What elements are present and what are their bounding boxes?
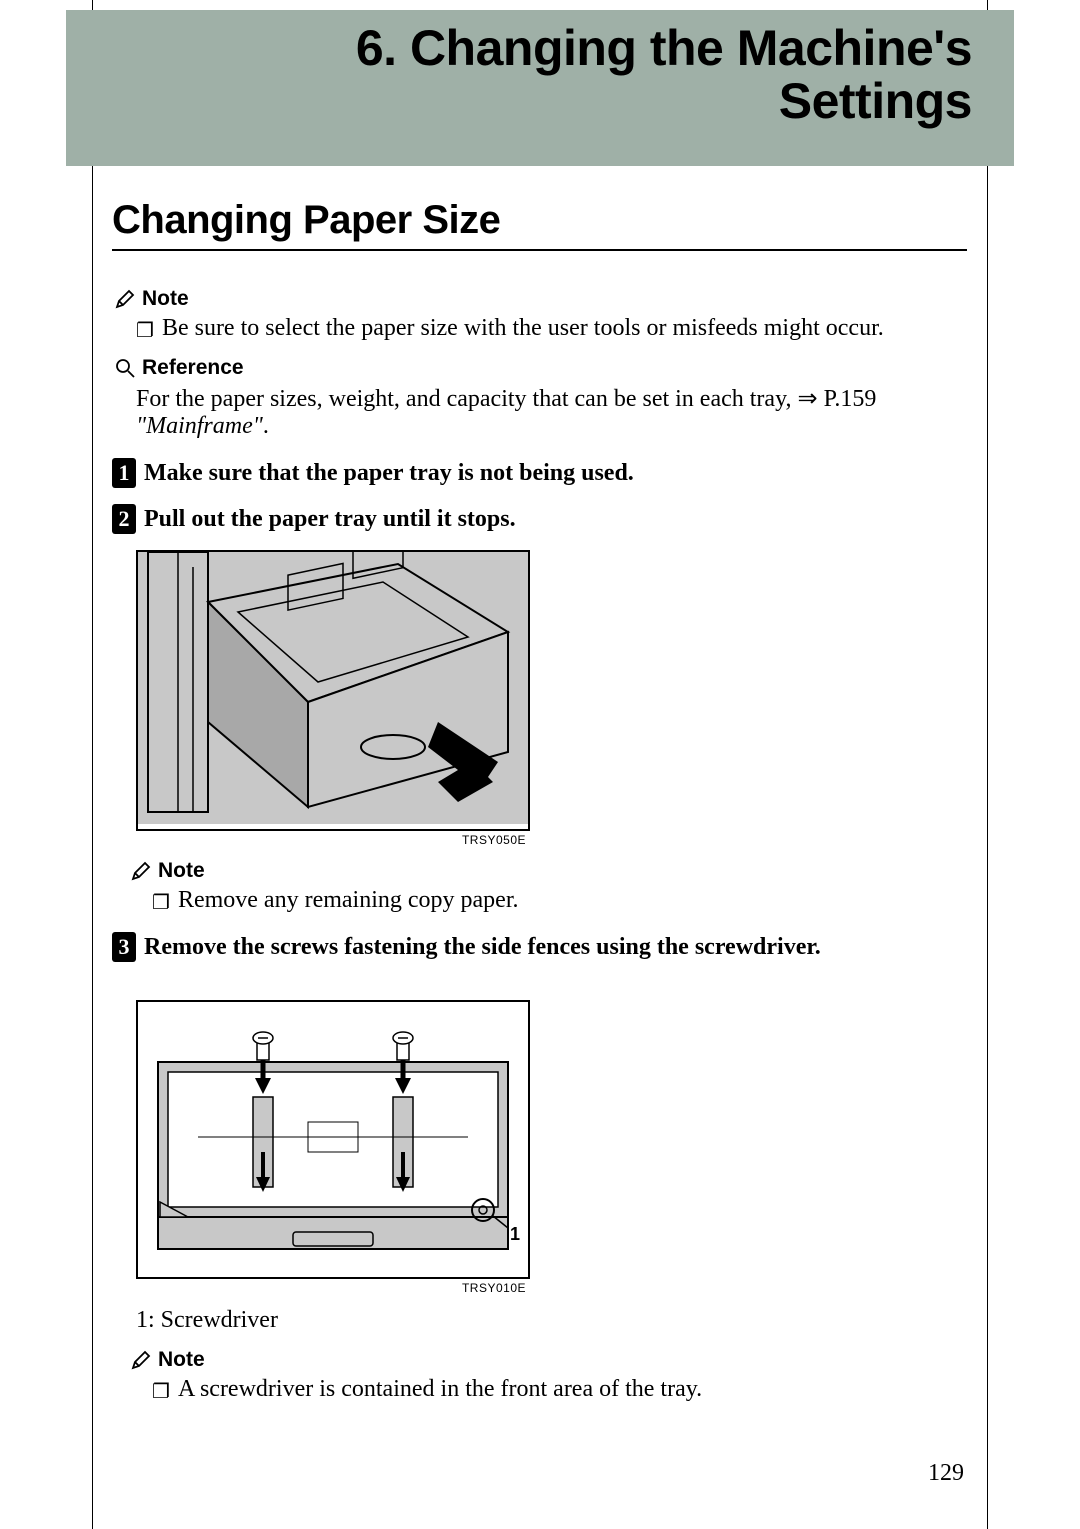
- note3-heading: Note: [130, 1348, 967, 1372]
- section-title: Changing Paper Size: [112, 198, 967, 251]
- bullet-mark: ❐: [136, 318, 154, 345]
- figure-1: TRSY050E: [136, 550, 967, 847]
- reference-heading: Reference: [114, 356, 967, 380]
- step-number-1: 1: [112, 458, 136, 488]
- step-3: 3 Remove the screws fastening the side f…: [112, 932, 967, 962]
- step-number-2: 2: [112, 504, 136, 534]
- figure-2-callout: 1: [510, 1224, 520, 1244]
- note2-block: Note ❐ Remove any remaining copy paper.: [128, 859, 967, 914]
- note1-text: Be sure to select the paper size with th…: [162, 315, 884, 342]
- reference-arrow: ⇒: [798, 385, 818, 412]
- legend-1: 1: Screwdriver: [136, 1307, 967, 1334]
- reference-page: P.159: [818, 386, 877, 412]
- chapter-title-line1: Changing the Machine's: [410, 20, 972, 76]
- note1-bullet: ❐ Be sure to select the paper size with …: [136, 315, 967, 342]
- step-2: 2 Pull out the paper tray until it stops…: [112, 504, 967, 534]
- figure-1-svg: [138, 552, 528, 824]
- note2-heading: Note: [130, 859, 967, 883]
- bullet-mark: ❐: [152, 890, 170, 917]
- figure-2: 1 TRSY010E: [136, 1000, 967, 1295]
- reference-text-1: For the paper sizes, weight, and capacit…: [136, 386, 798, 412]
- figure-2-frame: 1: [136, 1000, 530, 1279]
- reference-label: Reference: [142, 356, 244, 380]
- note3-block: Note ❐ A screwdriver is contained in the…: [128, 1348, 967, 1403]
- figure-2-caption: TRSY010E: [136, 1281, 526, 1295]
- step-text-3: Remove the screws fastening the side fen…: [144, 932, 821, 962]
- pencil-icon: [130, 1349, 152, 1371]
- magnifier-icon: [114, 357, 136, 379]
- chapter-title-line2: Settings: [779, 73, 972, 129]
- page-number: 129: [928, 1460, 964, 1487]
- step-text-2: Pull out the paper tray until it stops.: [144, 504, 516, 534]
- bullet-mark: ❐: [152, 1379, 170, 1406]
- note-heading: Note: [114, 287, 967, 311]
- content-area: Changing Paper Size Note ❐ Be sure to se…: [112, 198, 967, 1417]
- chapter-title: 6. Changing the Machine's Settings: [356, 22, 972, 127]
- reference-body: For the paper sizes, weight, and capacit…: [136, 384, 967, 440]
- figure-1-frame: [136, 550, 530, 831]
- chapter-number: 6.: [356, 20, 397, 76]
- note3-label: Note: [158, 1348, 205, 1372]
- note2-label: Note: [158, 859, 205, 883]
- figure-2-svg: 1: [138, 1002, 528, 1272]
- pencil-icon: [114, 288, 136, 310]
- note3-bullet: ❐ A screwdriver is contained in the fron…: [152, 1376, 967, 1403]
- step-text-1: Make sure that the paper tray is not bei…: [144, 458, 634, 488]
- reference-period: .: [263, 413, 269, 439]
- note2-text: Remove any remaining copy paper.: [178, 887, 519, 914]
- reference-italic: "Mainframe": [136, 413, 263, 439]
- note2-bullet: ❐ Remove any remaining copy paper.: [152, 887, 967, 914]
- step-number-3: 3: [112, 932, 136, 962]
- note-label: Note: [142, 287, 189, 311]
- figure-1-caption: TRSY050E: [136, 833, 526, 847]
- step-1: 1 Make sure that the paper tray is not b…: [112, 458, 967, 488]
- pencil-icon: [130, 860, 152, 882]
- note3-text: A screwdriver is contained in the front …: [178, 1376, 702, 1403]
